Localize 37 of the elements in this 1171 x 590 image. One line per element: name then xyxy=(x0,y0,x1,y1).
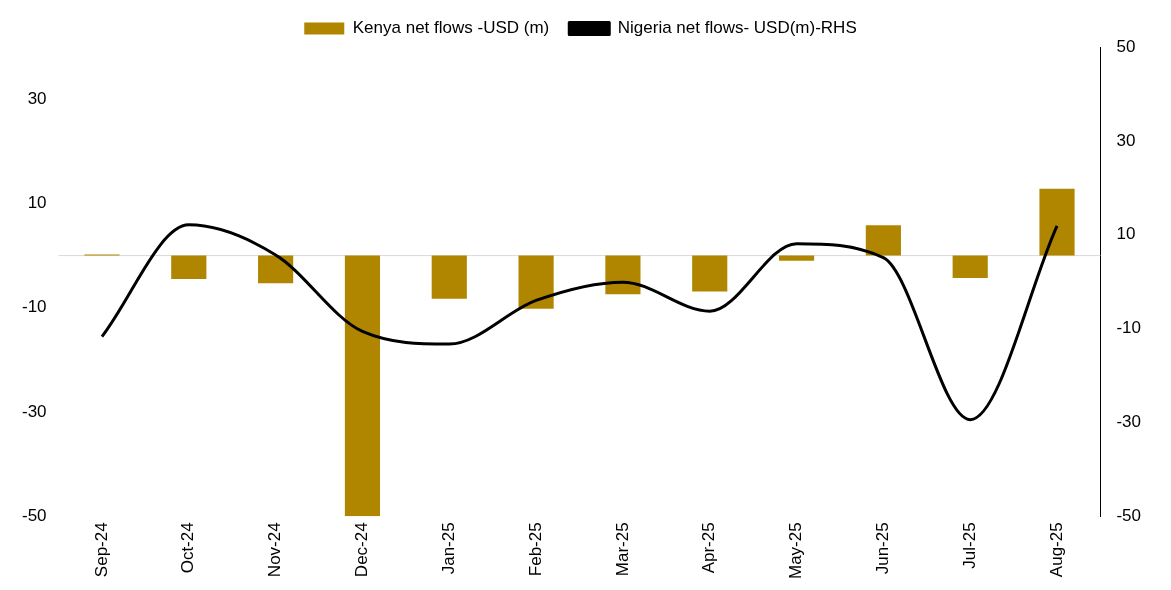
x-tick-label: Jun-25 xyxy=(873,522,893,575)
line-series xyxy=(100,223,1059,422)
bar xyxy=(1039,188,1075,256)
x-tick-label: Feb-25 xyxy=(525,522,545,577)
bar xyxy=(518,255,554,309)
x-tick-label: Nov-24 xyxy=(265,522,285,578)
bar xyxy=(258,255,294,284)
y-tick-label: -10 xyxy=(21,297,47,317)
y-tick-label: 10 xyxy=(27,193,47,213)
bar xyxy=(952,255,988,279)
y2-tick-label: 30 xyxy=(1116,130,1136,150)
y2-tick-label: -30 xyxy=(1116,412,1142,432)
y2-tick-label: -10 xyxy=(1116,318,1142,338)
x-tick-label: May-25 xyxy=(786,522,806,579)
bar xyxy=(171,255,207,280)
x-tick-label: Jan-25 xyxy=(438,522,458,575)
bar xyxy=(431,255,467,299)
y-tick-label: -30 xyxy=(21,401,47,421)
x-tick-label: Mar-25 xyxy=(612,522,632,577)
y2-tick-label: 50 xyxy=(1116,36,1136,56)
y-tick-label: -50 xyxy=(21,506,47,525)
y2-tick-label: 10 xyxy=(1116,224,1136,244)
legend-label: Kenya net flows -USD (m) xyxy=(352,18,550,38)
bar xyxy=(778,255,815,261)
x-tick-label: Sep-24 xyxy=(91,522,111,578)
x-tick-label: Apr-25 xyxy=(699,522,719,574)
bar xyxy=(865,225,901,256)
x-tick-label: Jul-25 xyxy=(959,522,979,569)
x-tick-label: Dec-24 xyxy=(352,522,372,578)
x-tick-label: Oct-24 xyxy=(178,522,198,574)
y2-tick-label: -50 xyxy=(1116,506,1142,525)
bar xyxy=(692,255,728,292)
bar xyxy=(344,255,381,517)
y-tick-label: 30 xyxy=(27,88,47,108)
x-tick-label: Aug-25 xyxy=(1046,522,1066,578)
bar xyxy=(605,255,641,295)
legend-label: Nigeria net flows- USD(m)-RHS xyxy=(617,18,857,38)
